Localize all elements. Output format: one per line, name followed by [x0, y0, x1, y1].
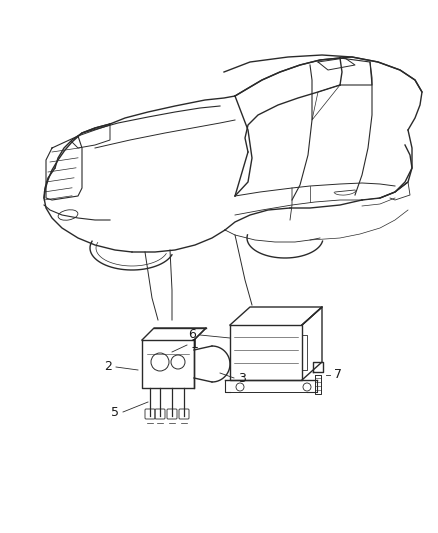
Text: 2: 2	[104, 360, 112, 374]
Text: 6: 6	[188, 328, 196, 342]
Text: 1: 1	[191, 338, 199, 351]
Text: 5: 5	[111, 406, 119, 418]
Text: 3: 3	[238, 372, 246, 384]
Text: 7: 7	[334, 368, 342, 382]
